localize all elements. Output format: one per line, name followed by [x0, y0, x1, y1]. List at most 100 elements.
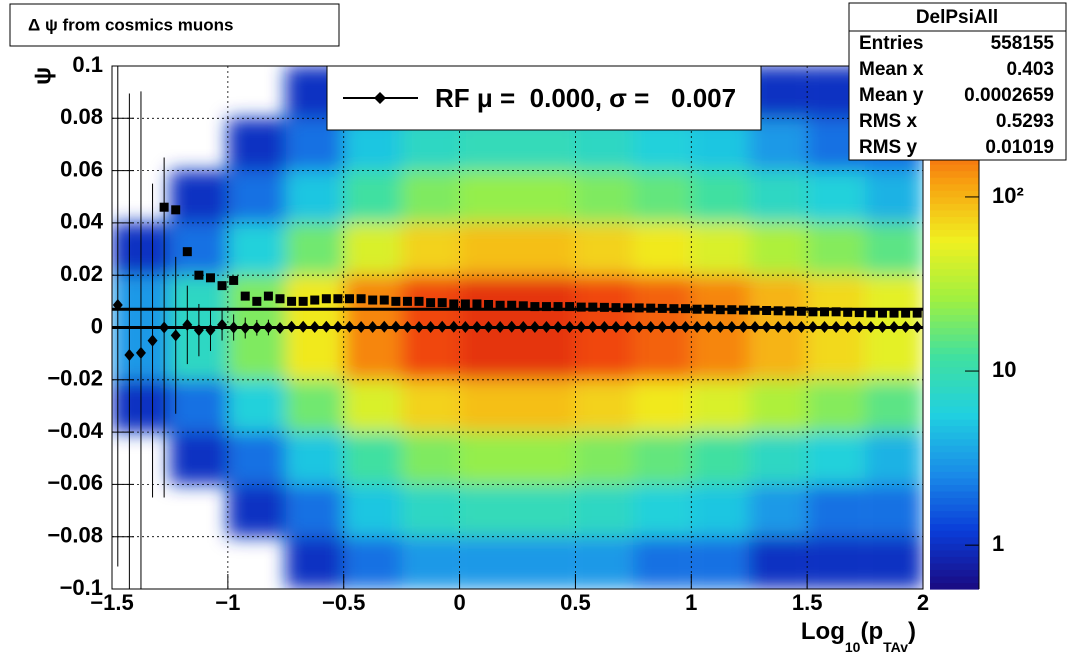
color-bar-slice — [930, 523, 979, 531]
square-marker — [275, 294, 285, 304]
color-bar-slice — [930, 556, 979, 564]
diamond-marker — [147, 334, 158, 347]
heat-cell — [749, 222, 808, 276]
color-bar-slice — [930, 412, 979, 420]
heat-cell — [227, 222, 286, 276]
heat-cell — [865, 432, 923, 485]
heat-cell — [865, 222, 923, 276]
square-marker — [576, 302, 586, 312]
diamond-marker — [379, 320, 390, 333]
heat-cell — [343, 327, 402, 380]
square-marker — [171, 205, 181, 215]
color-bar-slice — [930, 445, 979, 453]
y-tick-label: 0.06 — [60, 156, 103, 181]
y-tick-label: 0 — [91, 313, 103, 338]
square-marker — [333, 294, 343, 304]
y-tick-label: 0.04 — [60, 209, 104, 234]
heatmap-cells — [112, 66, 923, 589]
color-bar-slice — [930, 249, 979, 257]
diamond-marker — [402, 320, 413, 333]
square-marker — [553, 302, 563, 312]
diamond-marker — [773, 320, 784, 333]
stats-label: RMS y — [859, 137, 918, 158]
heat-cell — [575, 275, 634, 328]
heat-cell — [169, 379, 228, 433]
heat-cell — [807, 275, 866, 328]
diamond-marker — [610, 320, 621, 333]
square-marker — [715, 305, 725, 315]
color-bar-slice — [930, 386, 979, 394]
heat-cell — [401, 432, 460, 485]
diamond-marker — [414, 320, 425, 333]
square-marker — [368, 295, 378, 305]
heat-cell — [575, 536, 634, 589]
color-bar-slice — [930, 392, 979, 401]
heat-cell — [749, 275, 808, 328]
heat-cell — [807, 327, 866, 380]
square-marker — [750, 305, 760, 315]
heat-cell — [691, 222, 750, 276]
diamond-marker — [471, 320, 482, 333]
diamond-marker — [228, 321, 239, 334]
square-marker — [310, 295, 320, 305]
heat-cell — [807, 222, 866, 276]
x-tick-label: 0 — [453, 590, 465, 615]
color-bar-slice — [930, 170, 979, 178]
heat-cell — [749, 432, 808, 485]
heat-cell — [749, 379, 808, 433]
diamond-marker — [622, 320, 633, 333]
z-tick-label: 1 — [992, 531, 1004, 556]
diamond-marker — [715, 320, 726, 333]
diamond-marker — [761, 320, 772, 333]
color-bar-slice — [930, 569, 979, 577]
diamond-marker — [645, 320, 656, 333]
diamond-marker — [900, 320, 911, 333]
heat-cell — [575, 379, 634, 433]
square-marker — [634, 303, 644, 313]
stats-label: Entries — [859, 33, 923, 54]
color-bar-slice — [930, 190, 979, 198]
color-bar-slice — [930, 235, 979, 244]
diamond-marker — [425, 320, 436, 333]
heat-cell — [459, 536, 518, 589]
heat-cell — [517, 536, 576, 589]
square-marker — [484, 299, 494, 309]
color-bar-slice — [930, 471, 979, 479]
color-bar-slice — [930, 451, 979, 459]
diamond-marker — [344, 320, 355, 333]
square-marker — [182, 247, 192, 257]
heat-cell — [807, 536, 866, 589]
color-bar-slice — [930, 203, 979, 211]
heat-cell — [169, 170, 228, 223]
color-bar-slice — [930, 196, 979, 204]
heat-cell — [227, 327, 286, 380]
color-bar-slice — [930, 379, 979, 387]
y-tick-label: −0.02 — [47, 366, 103, 391]
y-tick-label: −0.1 — [60, 575, 103, 600]
square-marker — [449, 299, 459, 309]
heat-cell — [517, 379, 576, 433]
color-bar-slice — [930, 464, 979, 472]
diamond-marker — [587, 320, 598, 333]
square-marker — [692, 304, 702, 314]
heat-cell — [865, 170, 923, 223]
square-marker — [495, 300, 505, 310]
square-marker — [530, 302, 540, 312]
color-bar-slice — [930, 268, 979, 276]
stats-value: 558155 — [991, 33, 1055, 54]
color-bar-slice — [930, 255, 979, 263]
heat-cell — [633, 222, 692, 276]
diamond-marker — [784, 320, 795, 333]
diamond-marker — [263, 321, 274, 334]
x-label-part: ) — [908, 618, 916, 645]
color-bar-slice — [930, 327, 979, 335]
square-marker — [402, 296, 412, 306]
square-marker — [657, 303, 667, 313]
color-bar-slice — [930, 438, 979, 446]
x-label-part: Log — [801, 618, 845, 645]
diamond-marker — [726, 320, 737, 333]
legend-label: RF μ = 0.000, σ = 0.007 — [435, 83, 736, 113]
color-bar-slice — [930, 575, 979, 584]
heat-cell — [691, 379, 750, 433]
stats-title: DelPsiAll — [916, 7, 998, 28]
